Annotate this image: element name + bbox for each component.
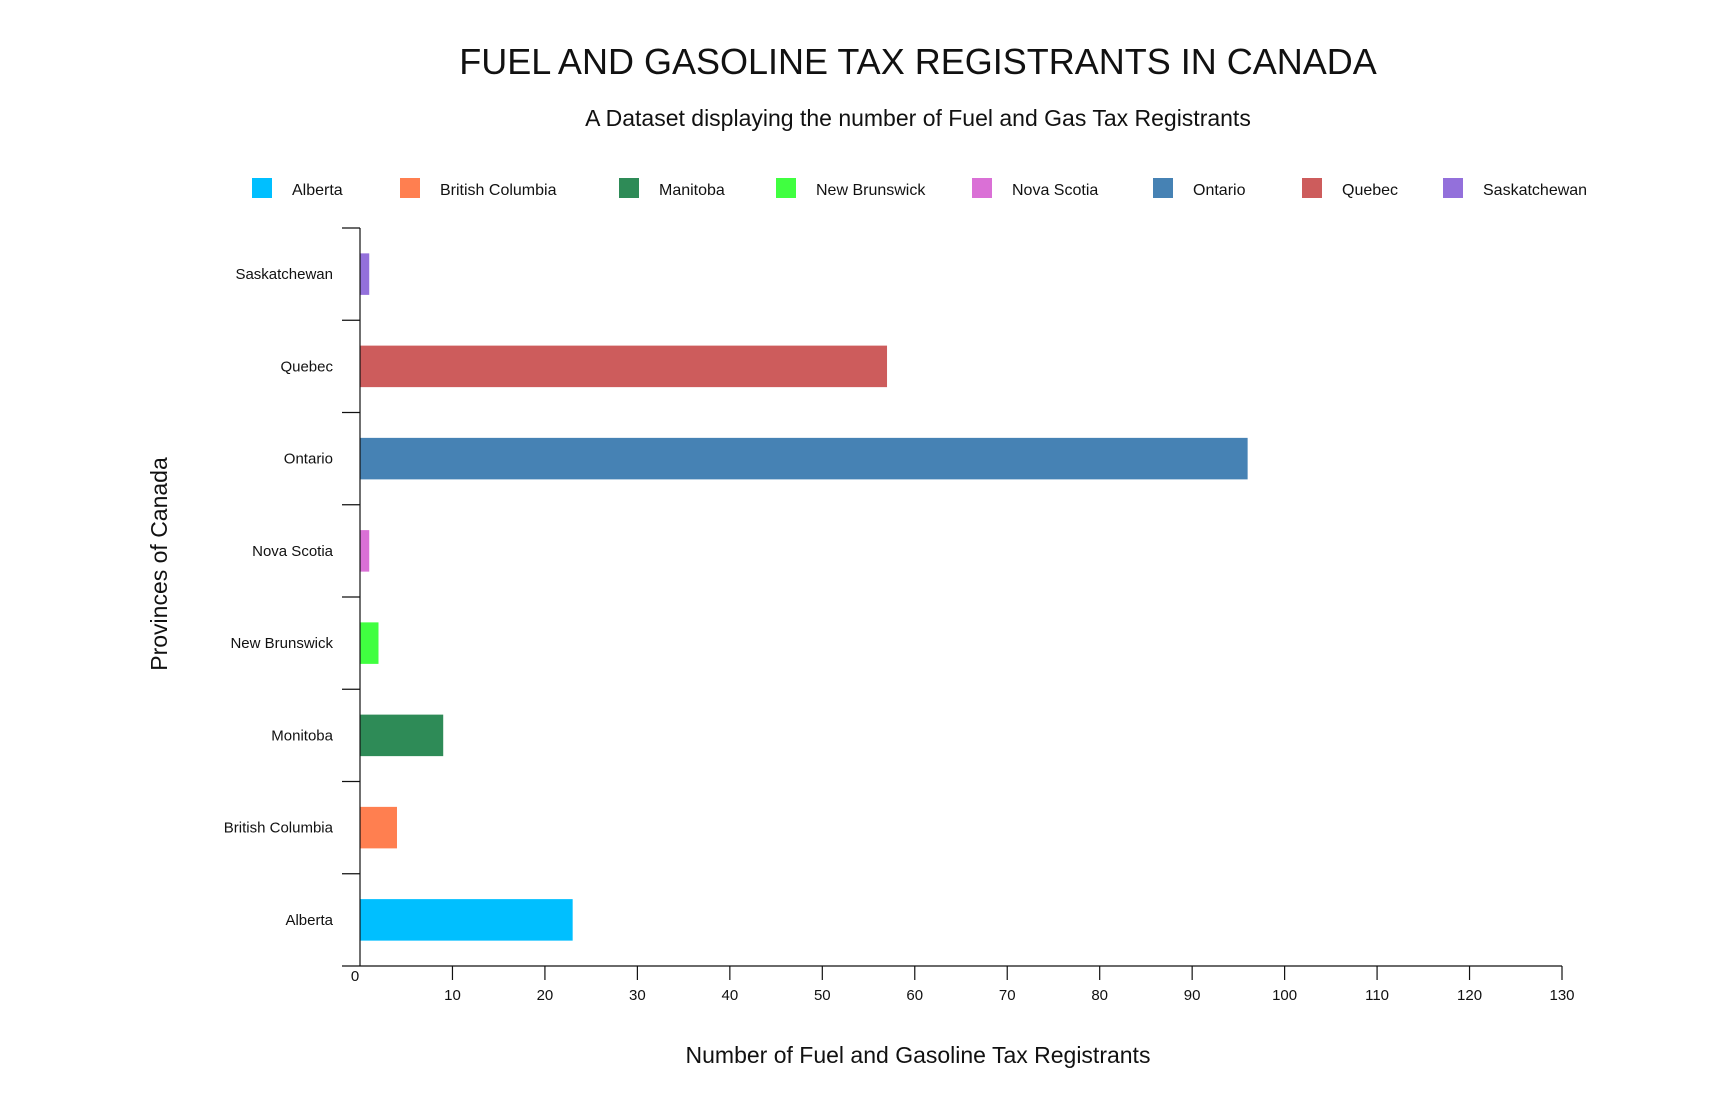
legend-label-saskatchewan: Saskatchewan <box>1483 182 1587 199</box>
y-tick-label-nova-scotia: Nova Scotia <box>252 543 334 560</box>
chart-legend: Alberta British Columbia Manitoba New Bruns… <box>252 178 1587 199</box>
x-tick-label-120: 120 <box>1457 987 1482 1004</box>
legend-swatch-british-columbia <box>400 178 420 198</box>
legend-label-manitoba: Manitoba <box>659 182 725 199</box>
bar-ontario <box>360 437 1248 480</box>
x-axis: 0 10 20 30 40 50 60 70 80 90 100 110 120 130 <box>351 965 1575 1004</box>
legend-label-ontario: Ontario <box>1193 182 1246 199</box>
bar-monitoba <box>360 714 444 757</box>
legend-swatch-quebec <box>1302 178 1322 198</box>
legend-label-new-brunswick: New Brunswick <box>816 182 926 199</box>
legend-swatch-nova-scotia <box>972 178 992 198</box>
x-tick-label-110: 110 <box>1365 987 1389 1004</box>
x-tick-label-100: 100 <box>1272 987 1297 1004</box>
y-tick-label-new-brunswick: New Brunswick <box>230 635 333 652</box>
y-tick-label-ontario: Ontario <box>284 451 333 468</box>
chart-title: FUEL AND GASOLINE TAX REGISTRANTS IN CAN… <box>459 41 1377 82</box>
y-axis-title: Provinces of Canada <box>146 457 172 671</box>
bar-alberta <box>360 899 573 941</box>
legend-swatch-alberta <box>252 178 272 198</box>
y-tick-label-british-columbia: British Columbia <box>224 820 334 837</box>
x-tick-label-0: 0 <box>351 968 359 985</box>
y-tick-label-quebec: Quebec <box>280 358 333 375</box>
bar-saskatchewan <box>360 253 370 295</box>
x-tick-label-10: 10 <box>444 987 461 1004</box>
x-tick-label-20: 20 <box>537 987 554 1004</box>
legend-swatch-manitoba <box>619 178 639 198</box>
x-tick-label-130: 130 <box>1549 987 1574 1004</box>
y-axis: Alberta British Columbia Monitoba New Bruns… <box>224 227 361 967</box>
y-tick-label-saskatchewan: Saskatchewan <box>235 266 333 283</box>
legend-swatch-saskatchewan <box>1443 178 1463 198</box>
legend-label-alberta: Alberta <box>292 182 343 199</box>
bar-new-brunswick <box>360 622 379 664</box>
bar-nova-scotia <box>360 530 370 572</box>
x-tick-label-50: 50 <box>814 987 831 1004</box>
chart-subtitle: A Dataset displaying the number of Fuel … <box>585 105 1251 131</box>
bar-british-columbia <box>360 806 397 849</box>
bars-group <box>360 253 1248 941</box>
legend-label-british-columbia: British Columbia <box>440 182 557 199</box>
legend-label-quebec: Quebec <box>1342 182 1398 199</box>
x-tick-label-90: 90 <box>1184 987 1201 1004</box>
legend-label-nova-scotia: Nova Scotia <box>1012 182 1098 199</box>
x-tick-label-30: 30 <box>629 987 646 1004</box>
x-tick-label-60: 60 <box>906 987 923 1004</box>
y-tick-label-monitoba: Monitoba <box>271 727 333 744</box>
x-tick-label-70: 70 <box>999 987 1016 1004</box>
legend-swatch-ontario <box>1153 178 1173 198</box>
bar-quebec <box>360 345 888 388</box>
x-tick-label-40: 40 <box>722 987 739 1004</box>
x-tick-label-80: 80 <box>1091 987 1108 1004</box>
x-axis-title: Number of Fuel and Gasoline Tax Registra… <box>686 1042 1151 1068</box>
legend-swatch-new-brunswick <box>776 178 796 198</box>
y-tick-label-alberta: Alberta <box>285 912 333 929</box>
